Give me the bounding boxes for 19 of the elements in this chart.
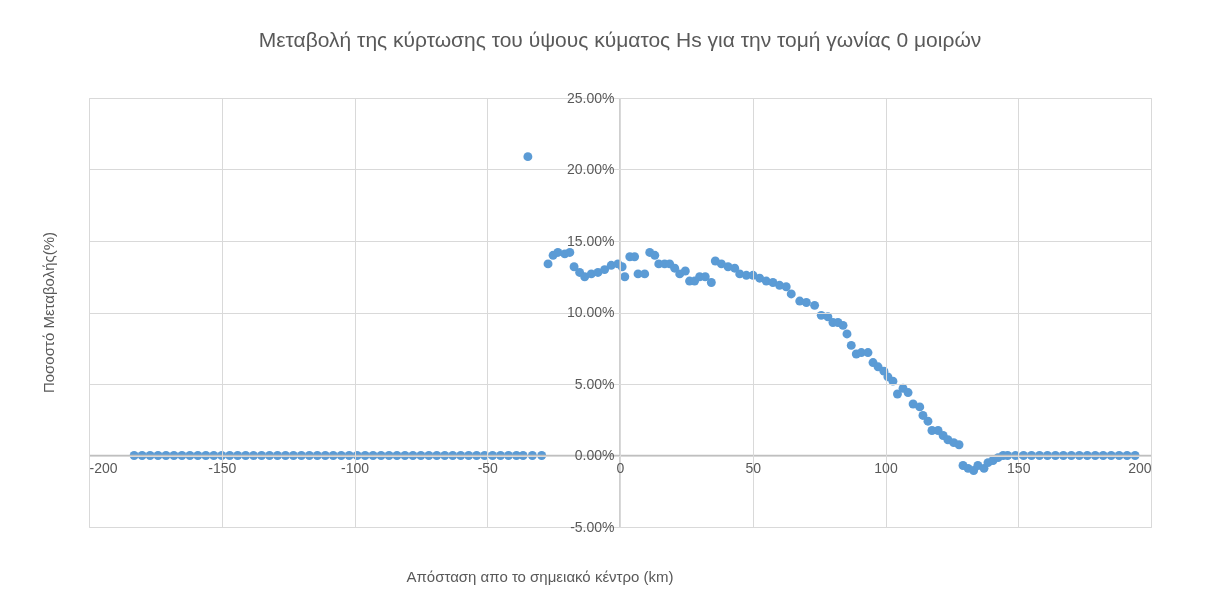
x-tick-label: 0 <box>616 460 625 476</box>
x-tick-label: 50 <box>745 460 762 476</box>
y-tick-label: 10.00% <box>567 304 615 320</box>
y-tick-label: 20.00% <box>567 161 615 177</box>
x-tick-label: -200 <box>89 460 118 476</box>
y-tick-label: 15.00% <box>567 232 615 249</box>
y-tick-label: 5.00% <box>574 375 615 392</box>
y-tick-label: 0.00% <box>574 447 615 463</box>
x-axis-title: Απόσταση απο το σημειακό κέντρο (km) <box>406 568 674 585</box>
x-tick-label: 150 <box>1007 460 1031 476</box>
y-axis-title: Ποσοστό Μεταβολής(%) <box>40 231 57 394</box>
x-tick-label: 100 <box>874 460 898 476</box>
x-tick-label: -150 <box>208 460 237 476</box>
x-tick-label: 200 <box>1128 460 1152 476</box>
y-tick-label: -5.00% <box>570 518 615 535</box>
y-tick-label: 25.00% <box>567 89 615 106</box>
x-tick-label: -50 <box>477 460 499 476</box>
x-tick-label: -100 <box>340 460 370 476</box>
chart-title: Μεταβολή της κύρτωσης του ύψους κύματος Hs για την τομή γωνίας 0 μοιρών <box>258 28 982 51</box>
